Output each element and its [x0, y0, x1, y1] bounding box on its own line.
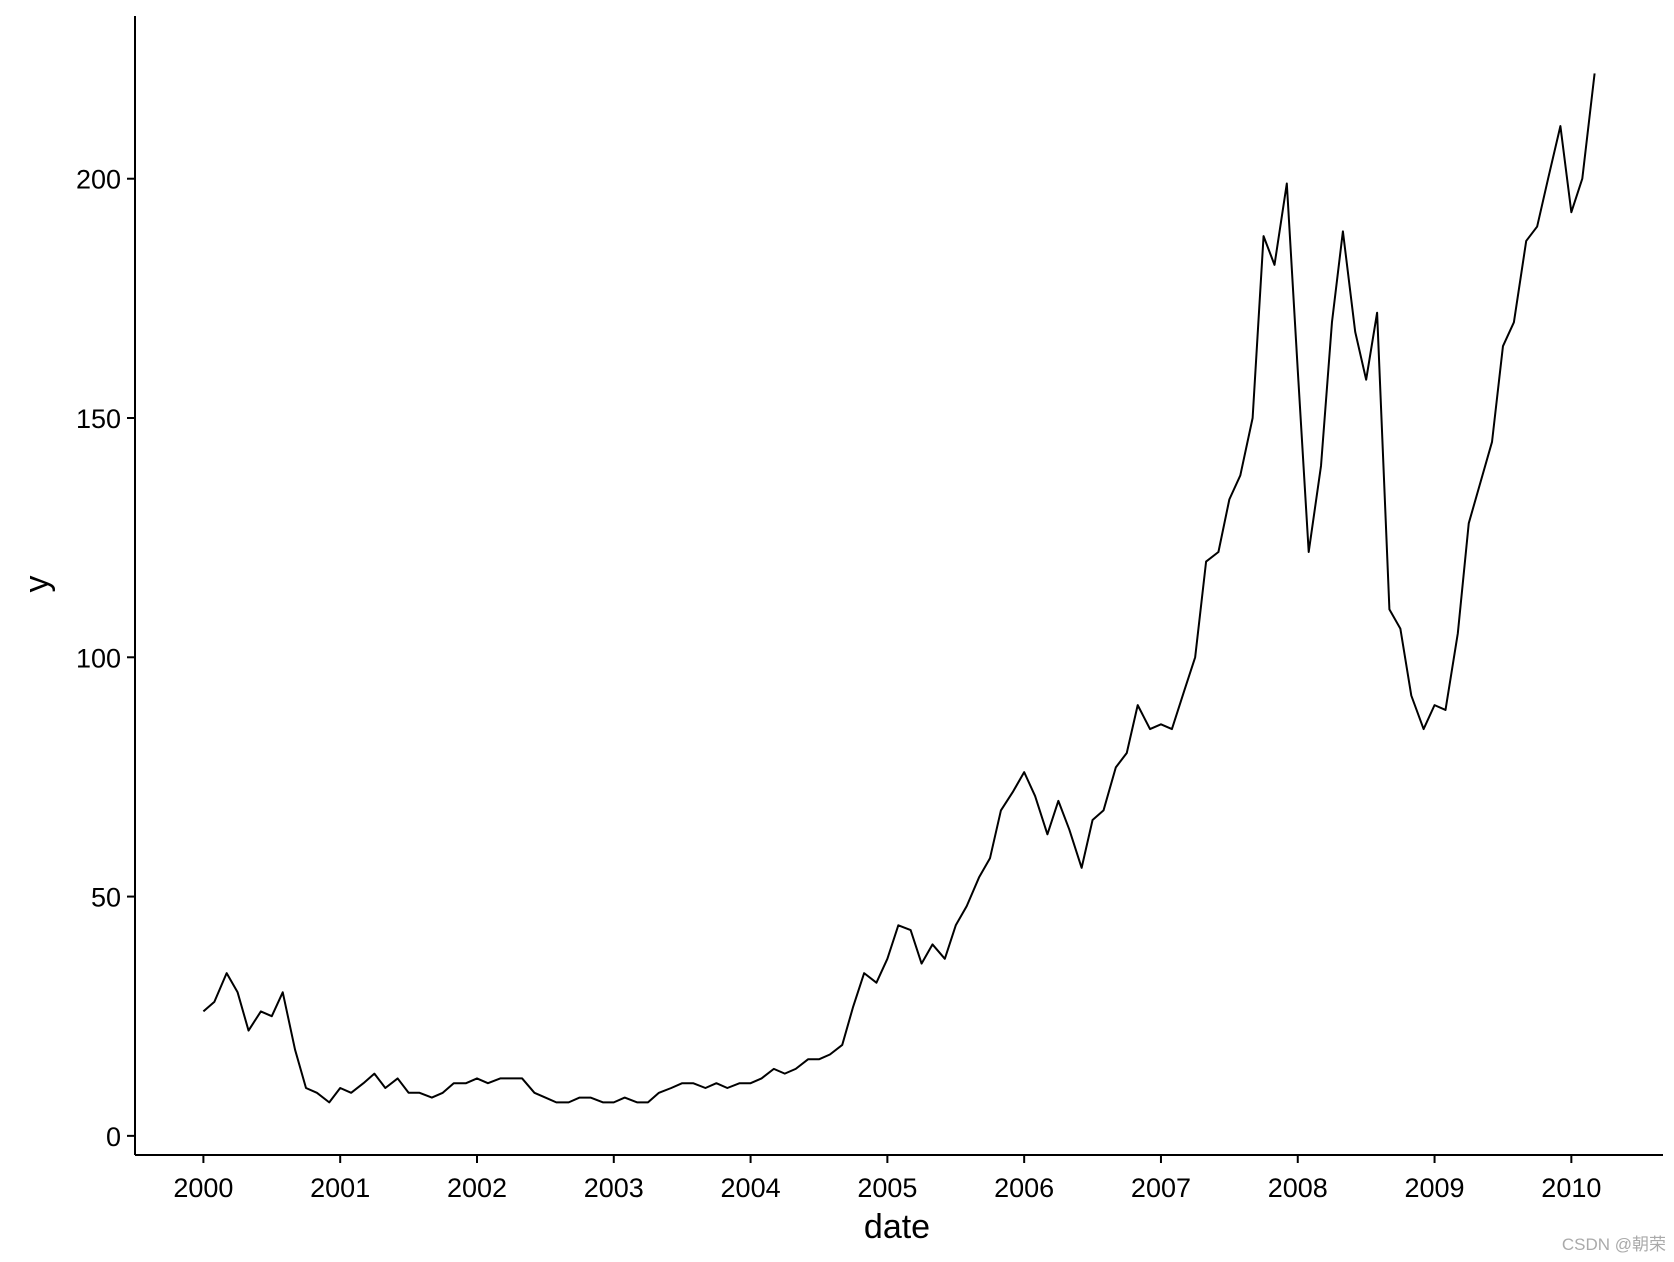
y-tick-label: 50	[91, 883, 121, 913]
x-tick-label: 2001	[310, 1173, 370, 1203]
y-tick-label: 150	[76, 404, 121, 434]
watermark: CSDN @朝荣	[1562, 1235, 1666, 1254]
x-tick-label: 2005	[857, 1173, 917, 1203]
x-axis-label: date	[864, 1208, 930, 1246]
x-tick-label: 2009	[1405, 1173, 1465, 1203]
line-series	[202, 73, 1596, 1104]
y-axis-label: y	[18, 576, 56, 593]
y-tick-label: 100	[76, 643, 121, 673]
x-tick-label: 2004	[721, 1173, 781, 1203]
y-tick-label: 200	[76, 165, 121, 195]
x-tick-label: 2007	[1131, 1173, 1191, 1203]
x-tick-label: 2008	[1268, 1173, 1328, 1203]
x-tick-label: 2006	[994, 1173, 1054, 1203]
x-tick-label: 2003	[584, 1173, 644, 1203]
y-tick-label: 0	[106, 1122, 121, 1152]
x-tick-label: 2002	[447, 1173, 507, 1203]
x-tick-label: 2000	[173, 1173, 233, 1203]
x-tick-label: 2010	[1541, 1173, 1601, 1203]
